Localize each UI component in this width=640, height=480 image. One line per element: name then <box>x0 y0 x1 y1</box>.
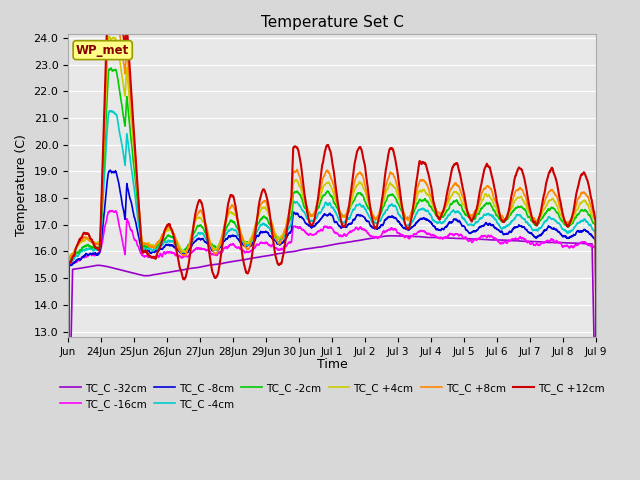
TC_C +12cm <box>333 190 340 196</box>
Line: TC_C -16cm: TC_C -16cm <box>68 211 596 472</box>
TC_C -4cm <box>184 244 192 250</box>
TC_C -16cm <box>64 469 72 475</box>
TC_C +12cm <box>64 467 72 472</box>
TC_C +4cm <box>184 244 192 250</box>
TC_C +8cm <box>64 467 72 472</box>
TC_C -2cm <box>333 204 340 210</box>
TC_C -4cm <box>333 212 340 217</box>
TC_C -8cm <box>472 228 480 233</box>
TC_C -32cm <box>396 233 404 239</box>
Line: TC_C +12cm: TC_C +12cm <box>68 0 596 469</box>
TC_C -4cm <box>64 467 72 473</box>
TC_C +8cm <box>534 216 542 222</box>
TC_C +8cm <box>331 187 339 192</box>
TC_C -2cm <box>331 201 339 206</box>
TC_C +12cm <box>534 218 542 224</box>
TC_C -32cm <box>386 233 394 239</box>
TC_C -4cm <box>106 108 113 114</box>
TC_C +12cm <box>184 263 192 269</box>
TC_C -16cm <box>396 231 404 237</box>
TC_C -8cm <box>106 167 114 173</box>
Legend: TC_C -32cm, TC_C -16cm, TC_C -8cm, TC_C -4cm, TC_C -2cm, TC_C +4cm, TC_C +8cm, T: TC_C -32cm, TC_C -16cm, TC_C -8cm, TC_C … <box>56 378 609 414</box>
TC_C +8cm <box>593 390 600 396</box>
TC_C -32cm <box>330 241 338 247</box>
TC_C -32cm <box>333 241 340 247</box>
TC_C -8cm <box>593 402 600 408</box>
TC_C +4cm <box>534 217 542 223</box>
Line: TC_C -32cm: TC_C -32cm <box>68 236 596 474</box>
TC_C +8cm <box>107 7 115 13</box>
TC_C -4cm <box>593 397 600 403</box>
Line: TC_C -4cm: TC_C -4cm <box>68 111 596 470</box>
TC_C +4cm <box>331 194 339 200</box>
TC_C +12cm <box>396 187 404 192</box>
TC_C +8cm <box>396 196 404 202</box>
TC_C -2cm <box>534 220 542 226</box>
TC_C -8cm <box>534 233 542 239</box>
Title: Temperature Set C: Temperature Set C <box>260 15 404 30</box>
TC_C -16cm <box>331 229 339 235</box>
TC_C -16cm <box>109 208 116 214</box>
TC_C -2cm <box>108 65 115 71</box>
X-axis label: Time: Time <box>317 358 348 371</box>
TC_C -2cm <box>472 213 480 218</box>
TC_C -16cm <box>534 242 542 248</box>
TC_C -4cm <box>472 219 480 225</box>
TC_C -8cm <box>333 219 340 225</box>
TC_C -32cm <box>64 471 72 477</box>
TC_C -16cm <box>472 237 480 242</box>
TC_C -4cm <box>534 227 542 232</box>
TC_C -32cm <box>472 236 480 242</box>
TC_C -2cm <box>184 242 192 248</box>
TC_C +4cm <box>64 465 72 470</box>
TC_C +4cm <box>105 34 113 39</box>
TC_C +4cm <box>593 392 600 397</box>
TC_C +12cm <box>472 207 480 213</box>
TC_C +4cm <box>333 200 340 206</box>
TC_C -16cm <box>184 253 192 259</box>
TC_C +4cm <box>472 211 480 216</box>
TC_C -8cm <box>396 221 404 227</box>
TC_C -32cm <box>534 239 542 245</box>
TC_C -2cm <box>396 205 404 211</box>
TC_C +4cm <box>396 199 404 205</box>
TC_C -4cm <box>396 213 404 218</box>
TC_C +8cm <box>333 197 340 203</box>
Line: TC_C -2cm: TC_C -2cm <box>68 68 596 469</box>
TC_C -2cm <box>64 467 72 472</box>
TC_C -8cm <box>184 249 192 254</box>
TC_C +8cm <box>184 245 192 251</box>
TC_C -2cm <box>593 393 600 398</box>
TC_C -32cm <box>593 447 600 453</box>
Y-axis label: Temperature (C): Temperature (C) <box>15 134 28 236</box>
TC_C -16cm <box>333 230 340 236</box>
TC_C +12cm <box>593 390 600 396</box>
Line: TC_C +4cm: TC_C +4cm <box>68 36 596 468</box>
TC_C -8cm <box>331 219 339 225</box>
TC_C -32cm <box>184 266 192 272</box>
TC_C +8cm <box>472 207 480 213</box>
Line: TC_C +8cm: TC_C +8cm <box>68 10 596 469</box>
TC_C -4cm <box>331 207 339 213</box>
TC_C -8cm <box>64 470 72 476</box>
Text: WP_met: WP_met <box>76 44 129 57</box>
Line: TC_C -8cm: TC_C -8cm <box>68 170 596 473</box>
TC_C -16cm <box>593 406 600 412</box>
TC_C +12cm <box>331 175 339 180</box>
